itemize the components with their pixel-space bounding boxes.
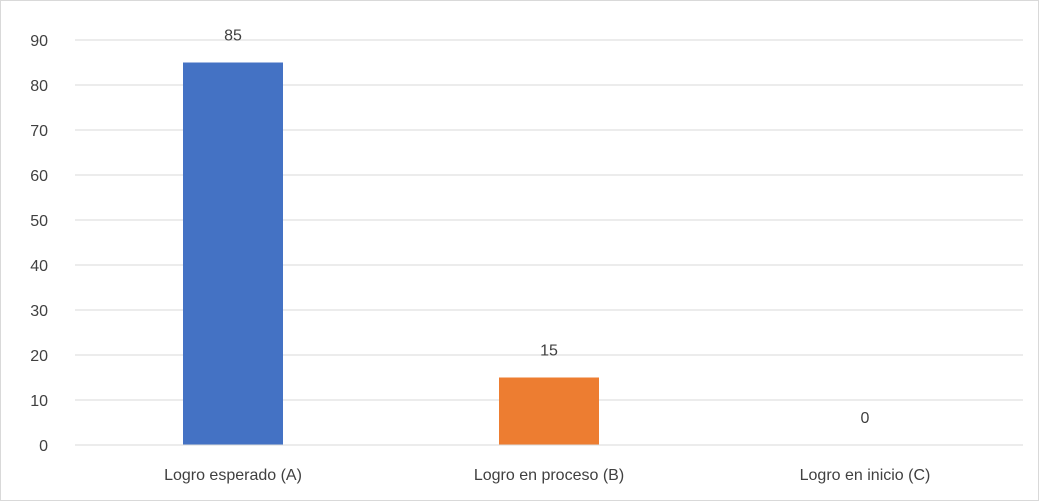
y-tick-label: 0 — [39, 438, 48, 455]
y-tick-label: 70 — [30, 123, 48, 140]
category-label: Logro esperado (A) — [164, 467, 302, 484]
bars — [183, 62, 599, 445]
data-label: 85 — [224, 28, 242, 45]
y-tick-label: 90 — [30, 33, 48, 50]
bar — [183, 62, 283, 445]
data-label: 15 — [540, 343, 558, 360]
y-tick-label: 80 — [30, 78, 48, 95]
y-axis-ticks: 0 10 20 30 40 50 60 70 80 90 — [30, 33, 48, 455]
category-label: Logro en proceso (B) — [474, 467, 624, 484]
y-tick-label: 60 — [30, 168, 48, 185]
category-label: Logro en inicio (C) — [800, 467, 931, 484]
y-tick-label: 50 — [30, 213, 48, 230]
y-tick-label: 10 — [30, 393, 48, 410]
data-label: 0 — [861, 410, 870, 427]
data-labels: 85 15 0 — [224, 28, 869, 428]
y-tick-label: 30 — [30, 303, 48, 320]
bar — [499, 377, 599, 445]
y-tick-label: 20 — [30, 348, 48, 365]
y-tick-label: 40 — [30, 258, 48, 275]
category-labels: Logro esperado (A) Logro en proceso (B) Lo… — [164, 467, 930, 484]
